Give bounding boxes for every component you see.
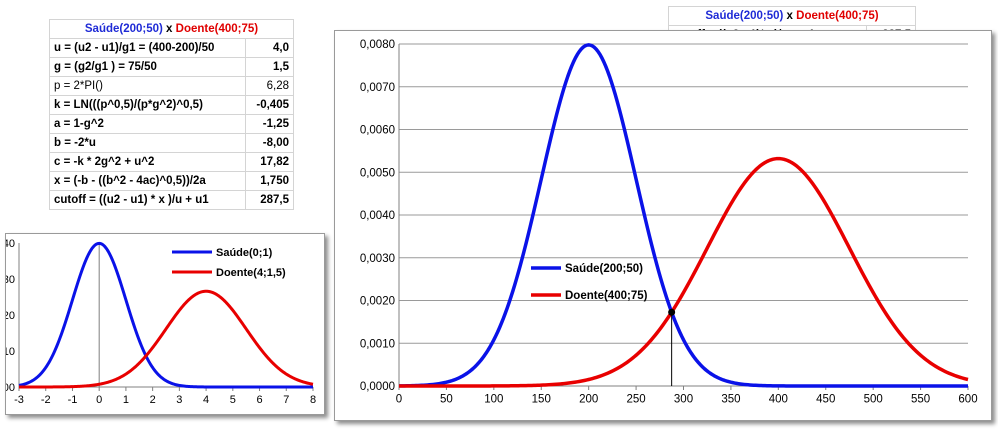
table-header-row: Saúde(200;50) x Doente(400;75) [668, 6, 916, 26]
large-chart-frame: 0,0000 0,0010 0,0020 0,0030 0,0040 0,0050 0,00… [334, 30, 992, 421]
y-tick-label: 0,40 [6, 238, 15, 250]
x-tick-label: 3 [176, 394, 182, 406]
x-tick-label: -1 [68, 394, 78, 406]
param-value: 6,28 [244, 76, 295, 96]
param-label: g = (g2/g1 ) = 75/50 [49, 57, 246, 77]
param-label: p = 2*PI() [49, 76, 246, 96]
y-tick-label: 0,0050 [360, 167, 395, 179]
x-tick-label: 4 [203, 394, 209, 406]
table-row: b = -2*u -8,00 [49, 133, 295, 153]
table-row: k = LN(((p^0,5)/(p*g^2)^0,5) -0,405 [49, 95, 295, 115]
series-line-doente [18, 289, 314, 389]
legend-label: Doente(4;1,5) [216, 267, 286, 279]
x-tick-label: 500 [864, 394, 883, 406]
x-tick-label: 8 [310, 394, 316, 406]
header-x: x [162, 23, 176, 35]
x-tick-label: 150 [532, 394, 551, 406]
x-tick-label: 250 [626, 394, 645, 406]
x-tick-label: 6 [256, 394, 262, 406]
table-row: cutoff = ((u2 - u1) * x )/u + u1 287,5 [49, 190, 295, 210]
intersection-marker [668, 308, 676, 316]
y-tick-label: 0,0020 [360, 296, 395, 308]
small-chart-frame: 0,00 0,10 0,20 0,30 0,40 -3 -2 -1 0 1 2 3 4 5 6 7 8 Saúde… [0, 233, 325, 415]
param-value: 1,750 [244, 171, 295, 191]
legend-label: Saúde(0;1) [216, 247, 273, 259]
y-tick-label: 0,0070 [360, 82, 395, 94]
param-value: -0,405 [244, 95, 295, 115]
param-value: -8,00 [244, 133, 295, 153]
table-header: Saúde(200;50) x Doente(400;75) [668, 6, 916, 26]
param-label: b = -2*u [49, 133, 246, 153]
param-label: u = (u2 - u1)/g1 = (400-200)/50 [49, 38, 246, 58]
x-tick-label: 50 [440, 394, 453, 406]
param-label: k = LN(((p^0,5)/(p*g^2)^0,5) [49, 95, 246, 115]
header-saude: Saúde(200;50) [705, 10, 784, 22]
series-line-saude [18, 241, 314, 389]
y-tick-label: 0,0080 [360, 39, 395, 51]
series-line-saude [398, 43, 968, 388]
table-row: x = (-b - ((b^2 - 4ac)^0,5))/2a 1,750 [49, 171, 295, 191]
header-x: x [783, 10, 797, 22]
x-tick-label: 350 [721, 394, 740, 406]
x-tick-label: 600 [958, 394, 977, 406]
x-tick-label: 300 [674, 394, 693, 406]
y-tick-label: 0,0000 [360, 381, 395, 393]
x-tick-label: 550 [911, 394, 930, 406]
table-row: g = (g2/g1 ) = 75/50 1,5 [49, 57, 295, 77]
table-header-row: Saúde(200;50) x Doente(400;75) [49, 19, 294, 39]
x-tick-label: -2 [41, 394, 51, 406]
y-tick-label: 0,10 [6, 346, 15, 358]
param-label: a = 1-g^2 [49, 114, 246, 134]
param-label: x = (-b - ((b^2 - 4ac)^0,5))/2a [49, 171, 246, 191]
y-tick-label: 0,20 [6, 310, 15, 322]
x-tick-label: 1 [123, 394, 129, 406]
table-row: p = 2*PI() 6,28 [49, 76, 295, 96]
param-value: 4,0 [244, 38, 295, 58]
legend-label: Doente(400;75) [565, 290, 648, 302]
table-row: a = 1-g^2 -1,25 [49, 114, 295, 134]
x-tick-label: 450 [816, 394, 835, 406]
x-tick-label: 0 [396, 394, 402, 406]
large-normal-chart: 0,0000 0,0010 0,0020 0,0030 0,0040 0,0050 0,00… [360, 39, 978, 406]
param-label: cutoff = ((u2 - u1) * x )/u + u1 [49, 190, 246, 210]
table-row: c = -k * 2g^2 + u^2 17,82 [49, 152, 295, 172]
legend-label: Saúde(200;50) [565, 263, 643, 275]
y-tick-label: 0,0040 [360, 210, 395, 222]
y-tick-label: 0,0060 [360, 125, 395, 137]
x-tick-label: 2 [150, 394, 156, 406]
y-tick-label: 0,0010 [360, 338, 395, 350]
param-value: 1,5 [244, 57, 295, 77]
y-tick-label: 0,0030 [360, 253, 395, 265]
x-tick-label: 0 [96, 394, 102, 406]
table-row: u = (u2 - u1)/g1 = (400-200)/50 4,0 [49, 38, 295, 58]
x-tick-label: 200 [579, 394, 598, 406]
param-label: c = -k * 2g^2 + u^2 [49, 152, 246, 172]
series-line-doente [399, 156, 969, 388]
header-doente: Doente(400;75) [175, 23, 259, 35]
small-normal-chart: 0,00 0,10 0,20 0,30 0,40 -3 -2 -1 0 1 2 3 4 5 6 7 8 Saúde… [0, 238, 316, 406]
parameters-table: Saúde(200;50) x Doente(400;75) u = (u2 -… [49, 19, 295, 210]
param-value: 287,5 [244, 190, 295, 210]
x-tick-label: 100 [484, 394, 503, 406]
y-tick-label: 0,30 [6, 274, 15, 286]
x-tick-label: 7 [283, 394, 289, 406]
y-tick-label: 0,00 [6, 382, 15, 394]
table-header: Saúde(200;50) x Doente(400;75) [49, 19, 294, 39]
header-doente: Doente(400;75) [796, 10, 879, 22]
param-value: 17,82 [244, 152, 295, 172]
header-saude: Saúde(200;50) [84, 23, 163, 35]
x-tick-label: 5 [230, 394, 236, 406]
x-tick-label: -3 [14, 394, 24, 406]
x-tick-label: 400 [769, 394, 788, 406]
param-value: -1,25 [244, 114, 295, 134]
